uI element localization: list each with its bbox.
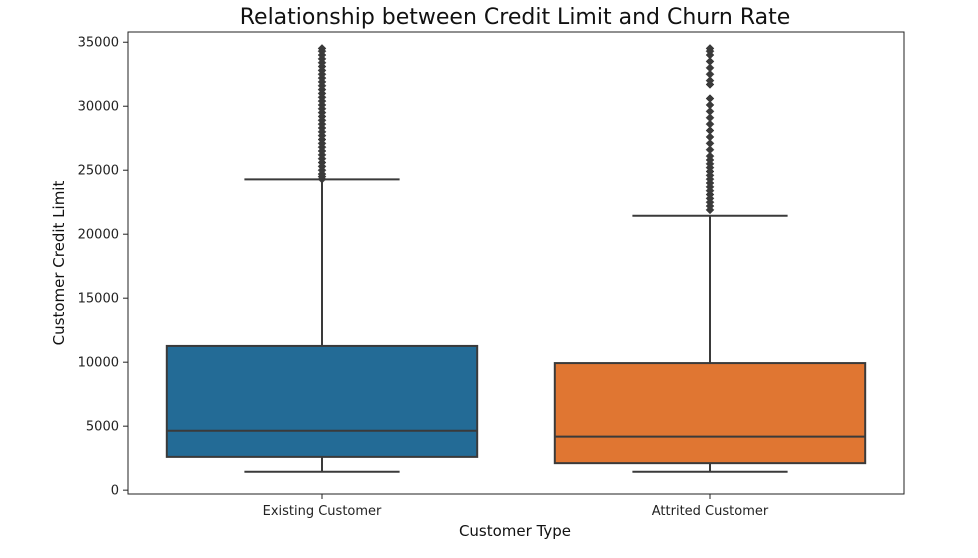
outlier-point [705,113,715,123]
outlier-point [705,151,715,161]
outlier-point [705,94,715,103]
x-axis-title: Customer Type [459,522,571,540]
y-tick-label: 30000 [78,100,119,115]
outlier-point [705,138,715,148]
boxes-group [165,44,867,473]
y-tick-label: 35000 [78,36,119,51]
outlier-point [705,119,715,129]
outlier-point [705,145,715,155]
y-axis: 0 5000 10000 15000 20000 25000 30000 35000 [78,36,128,499]
y-tick-label: 10000 [78,356,119,371]
box-iqr [165,344,479,458]
x-tick-label: Attrited Customer [652,504,769,519]
box-iqr [553,362,867,465]
outlier-point [705,126,715,135]
outlier-point [705,69,715,79]
chart-title: Relationship between Credit Limit and Ch… [240,5,791,30]
outlier-point [705,57,715,66]
x-tick-label: Existing Customer [263,504,382,519]
y-tick-label: 20000 [78,228,119,243]
x-axis: Existing Customer Attrited Customer [263,494,769,519]
plot-area [127,31,905,495]
outlier-point [705,132,715,142]
outlier-point [705,100,715,110]
outlier-point [705,106,715,116]
y-tick-label: 0 [111,484,119,499]
y-tick-label: 5000 [86,420,119,435]
y-axis-title: Customer Credit Limit [50,181,68,346]
y-tick-label: 25000 [78,164,119,179]
outlier-point [317,44,327,53]
y-tick-label: 15000 [78,292,119,307]
outlier-point [705,76,715,85]
outlier-point [705,63,715,73]
outlier-point [705,44,715,53]
